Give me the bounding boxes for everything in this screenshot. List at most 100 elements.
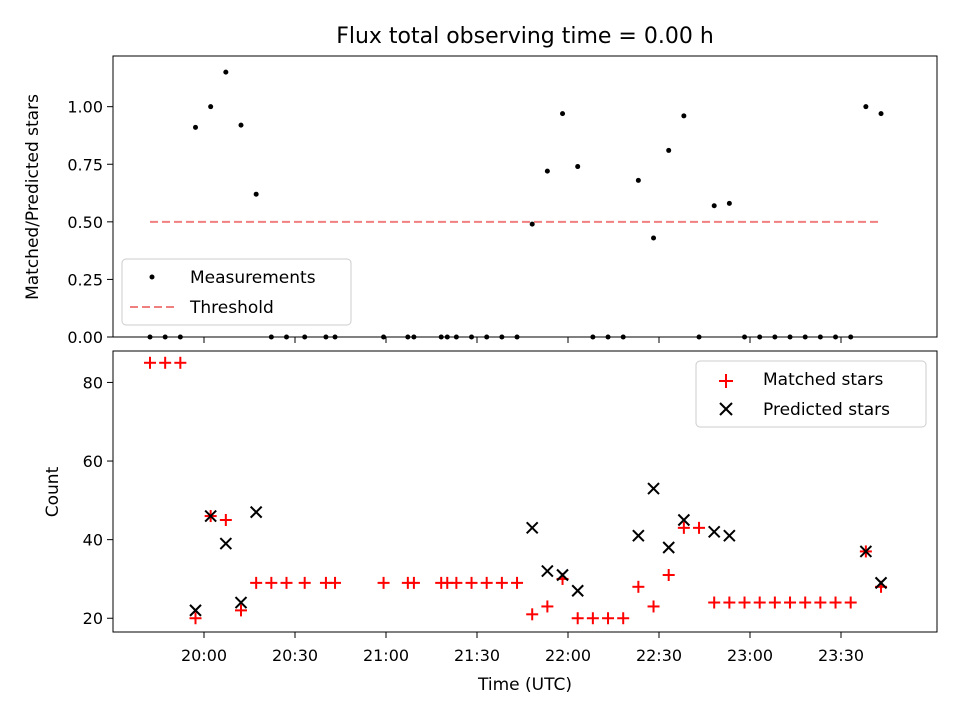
matched-point	[586, 612, 599, 625]
bottom-y-tick-label: 40	[83, 531, 103, 550]
predicted-point	[556, 568, 569, 582]
predicted-point	[707, 525, 721, 538]
x-tick-label: 20:00	[181, 646, 227, 665]
measurement-point	[544, 168, 550, 174]
x-tick-label: 22:00	[545, 646, 591, 665]
matched-point	[159, 356, 172, 369]
bottom-axes-frame	[112, 350, 938, 633]
top-y-axis-label: Matched/Predicted stars	[23, 94, 43, 300]
x-tick-label: 23:30	[818, 646, 864, 665]
bottom-legend-box	[695, 360, 927, 428]
predicted-point	[541, 564, 554, 578]
bottom-axes-ticks: 20 40 60 80 20:00 20:30 21:00 21:30 22:00 22:30 23…	[83, 373, 864, 665]
matched-point	[693, 521, 706, 534]
x-tick-label: 20:30	[272, 646, 318, 665]
matched-point	[144, 356, 156, 369]
top-legend: Measurements Threshold	[121, 258, 352, 326]
x-tick-label: 22:30	[636, 646, 682, 665]
predicted-point	[234, 596, 248, 609]
matched-point	[526, 608, 539, 621]
predicted-point	[632, 529, 645, 542]
measurement-point	[575, 164, 581, 170]
measurement-point	[666, 147, 672, 153]
matched-point	[280, 576, 293, 589]
top-y-tick-label: 0.75	[67, 155, 103, 174]
matched-point	[450, 576, 463, 589]
legend-label-measurements: Measurements	[190, 268, 316, 288]
top-axes-ticks: 0.00 0.25 0.50 0.75 1.00	[67, 98, 842, 347]
matched-point	[174, 356, 187, 369]
measurement-point	[208, 104, 214, 110]
matched-point	[495, 576, 508, 589]
matched-point	[617, 612, 630, 625]
matched-point	[723, 596, 736, 609]
matched-point	[265, 576, 278, 589]
matched-point	[407, 576, 420, 589]
matched-point	[677, 521, 690, 534]
matched-point	[480, 576, 493, 589]
predicted-point	[204, 509, 217, 523]
bottom-legend: Matched stars Predicted stars	[695, 360, 927, 428]
matched-point	[602, 612, 615, 625]
measurement-point	[651, 235, 657, 241]
legend-dot-marker	[149, 274, 155, 280]
predicted-point	[647, 482, 660, 495]
bottom-plot-area	[144, 356, 888, 625]
predicted-point	[189, 604, 202, 617]
measurement-point	[863, 104, 869, 110]
measurement-point	[238, 122, 244, 128]
matched-point	[298, 576, 311, 589]
x-tick-label: 21:30	[454, 646, 500, 665]
legend-label-matched: Matched stars	[763, 370, 883, 390]
bottom-y-axis-label: Count	[43, 466, 63, 517]
measurement-point	[711, 203, 717, 209]
matched-point	[768, 596, 781, 609]
matched-point	[829, 596, 842, 609]
matched-point	[753, 596, 766, 609]
top-y-tick-label: 0.50	[67, 213, 103, 232]
predicted-point	[723, 529, 736, 542]
matched-point	[189, 612, 202, 625]
x-tick-label: 21:00	[363, 646, 409, 665]
top-axes-frame	[112, 55, 938, 338]
matched-point	[784, 596, 797, 609]
matched-point	[662, 569, 675, 582]
predicted-point	[662, 541, 675, 554]
matched-point	[799, 596, 812, 609]
predicted-point	[859, 545, 873, 558]
bottom-y-tick-label: 80	[83, 373, 103, 392]
matched-point	[219, 513, 232, 526]
matched-point	[647, 600, 660, 613]
predicted-point	[525, 521, 539, 535]
matched-point	[632, 580, 645, 593]
matched-point	[844, 596, 857, 609]
matched-point	[571, 612, 584, 625]
predicted-point	[677, 513, 691, 527]
measurement-point	[635, 177, 641, 183]
measurement-point	[726, 200, 732, 206]
bottom-y-tick-label: 20	[83, 609, 103, 628]
matched-point	[377, 576, 390, 589]
matched-point	[738, 596, 751, 609]
x-axis-label: Time (UTC)	[477, 675, 572, 695]
measurement-point	[253, 191, 259, 197]
measurement-point	[878, 111, 884, 117]
measurement-point	[560, 111, 566, 117]
bottom-panel: Count Time (UTC) 20 40 60 80 20:00 20:30 21:00…	[43, 350, 938, 695]
top-y-tick-label: 1.00	[67, 98, 103, 117]
top-y-tick-label: 0.00	[67, 328, 103, 347]
predicted-point	[249, 505, 263, 519]
measurement-point	[193, 124, 198, 130]
legend-x-marker	[719, 402, 733, 416]
matched-point	[541, 600, 554, 613]
top-panel: Flux total observing time = 0.00 h Match…	[23, 24, 938, 347]
predicted-point	[874, 576, 888, 590]
top-legend-box	[121, 258, 352, 326]
top-y-tick-label: 0.25	[67, 270, 103, 289]
legend-label-threshold: Threshold	[189, 298, 274, 318]
measurement-point	[223, 69, 229, 75]
legend-label-predicted: Predicted stars	[763, 400, 890, 420]
matched-point	[250, 576, 263, 589]
chart-title: Flux total observing time = 0.00 h	[336, 24, 714, 49]
